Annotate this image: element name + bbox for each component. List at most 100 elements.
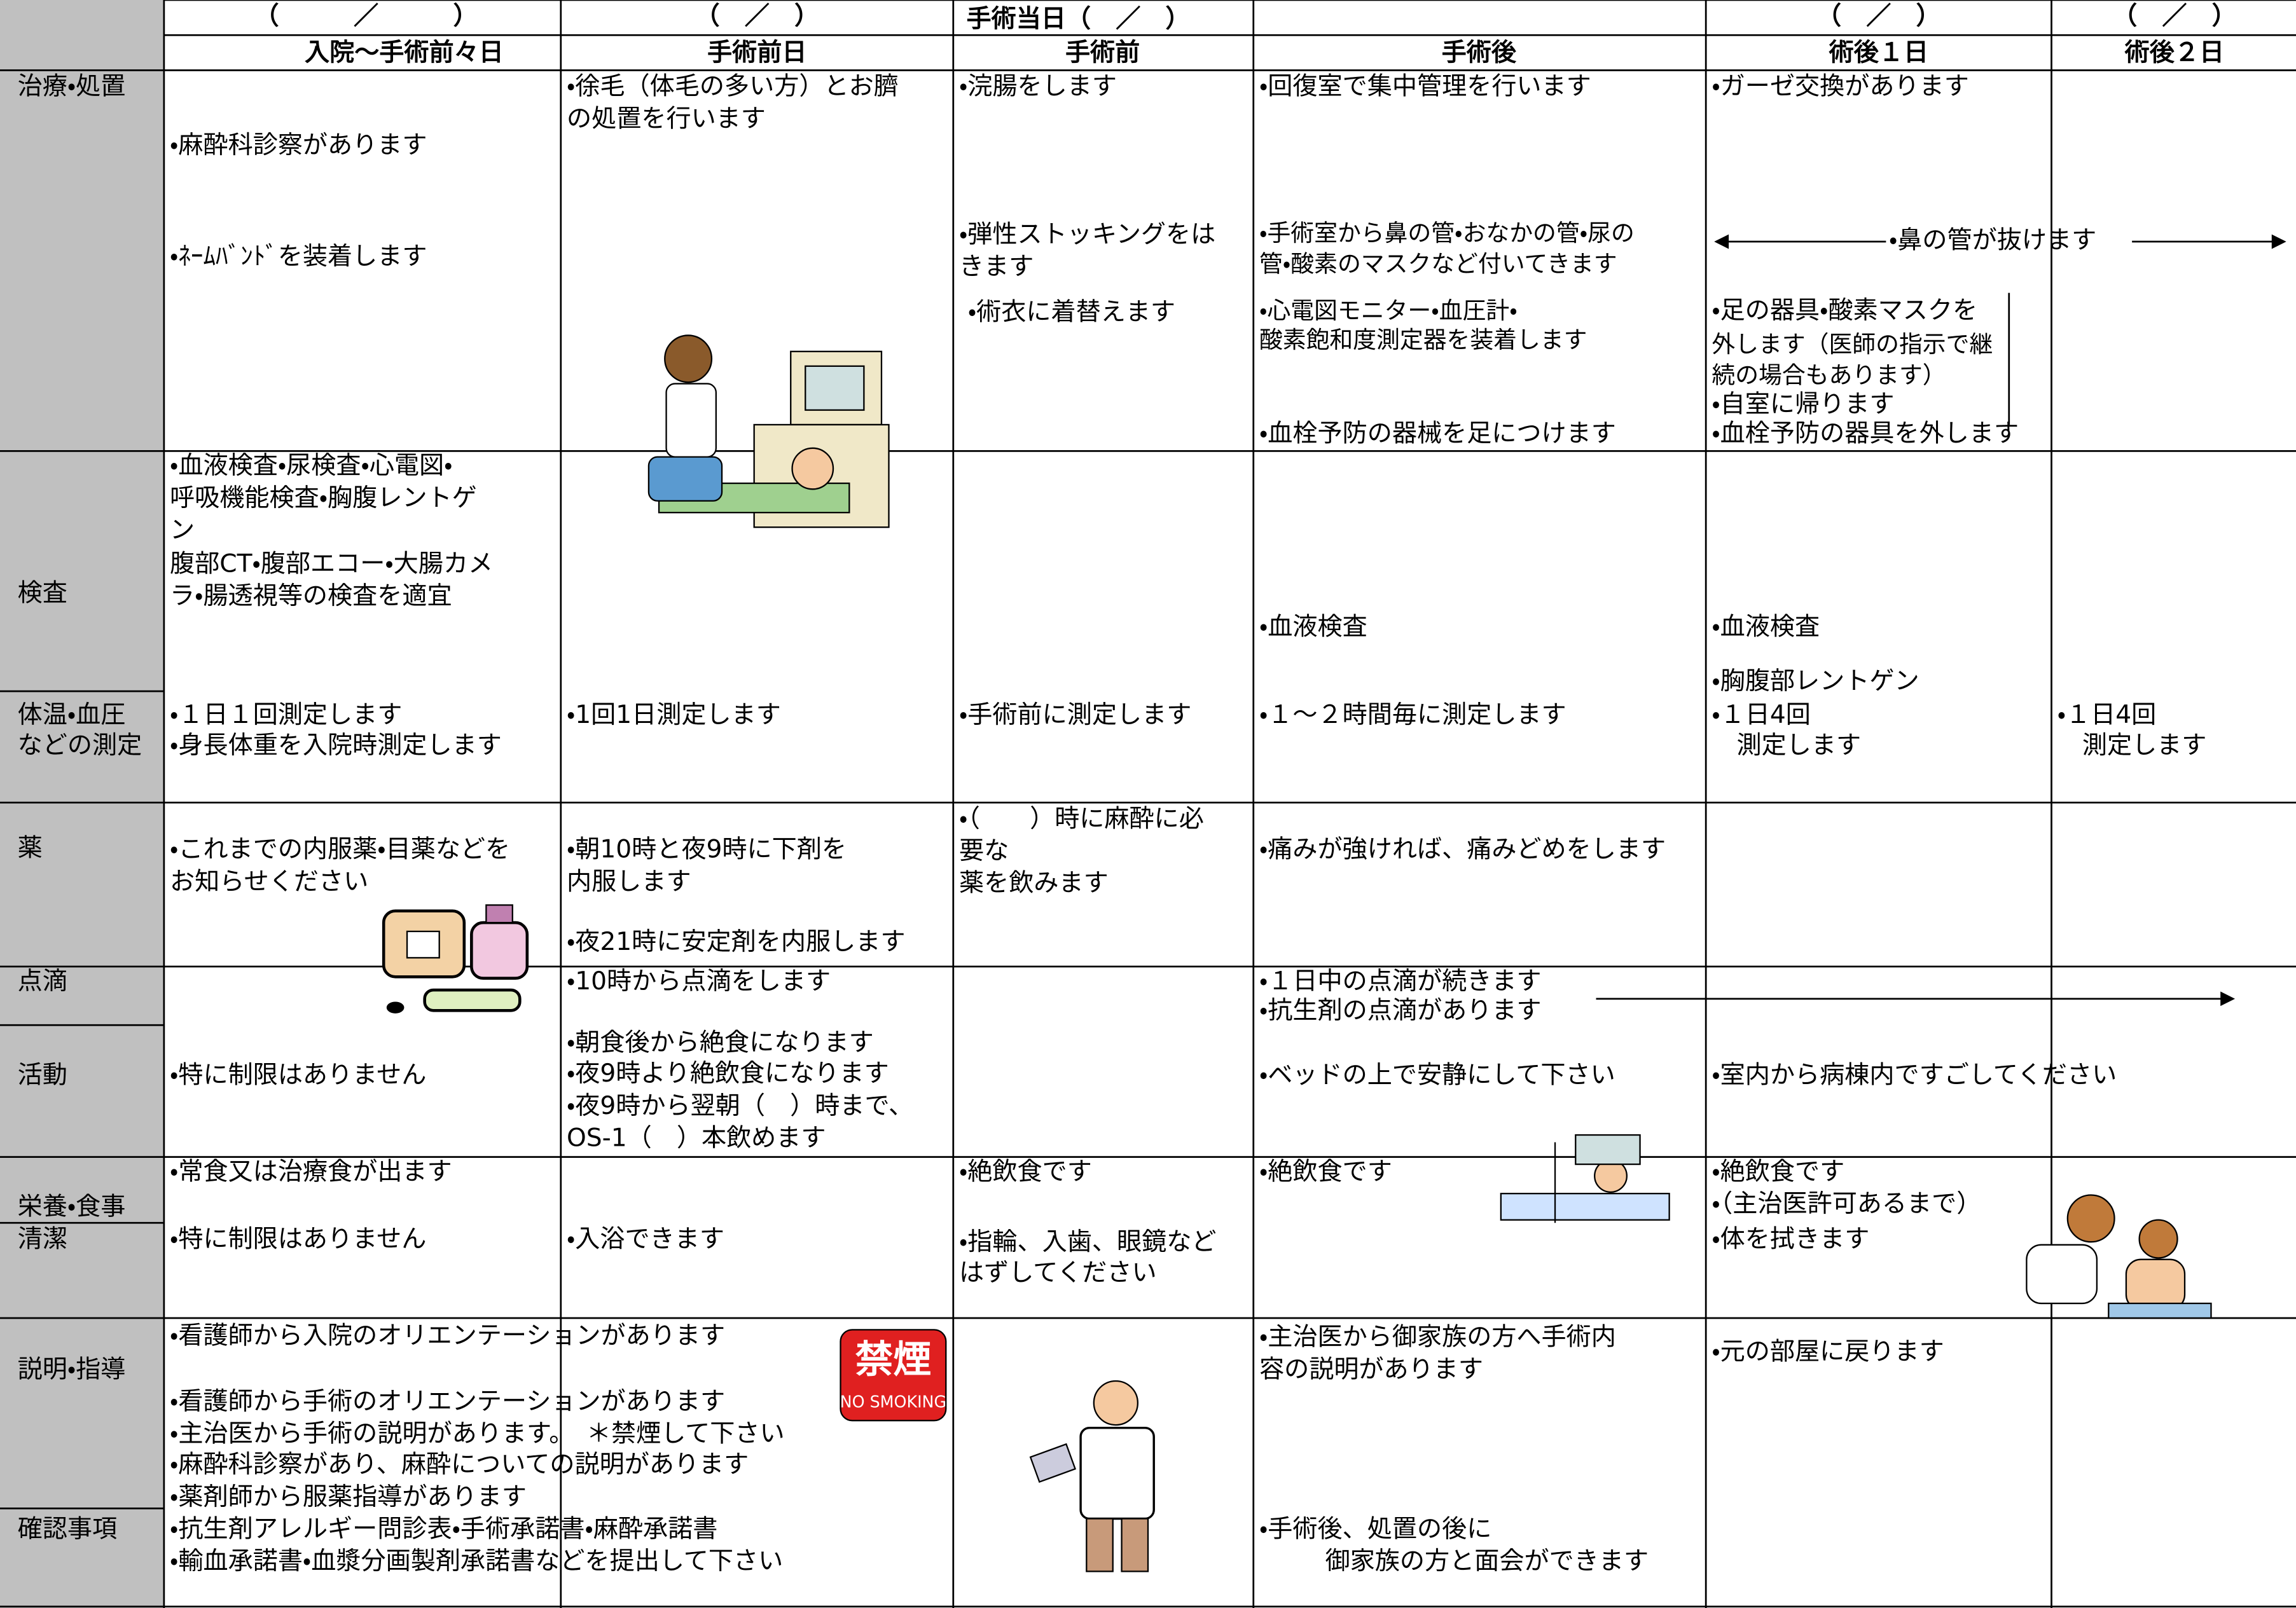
cell-text: ・特に制限はありません (170, 1061, 426, 1089)
cell-text: ・痛みが強ければ、痛みどめをします (1259, 835, 1666, 864)
sign-subtitle: NO SMOKING (840, 1392, 946, 1412)
cell-text: ・特に制限はありません (170, 1225, 426, 1253)
leg (1086, 1518, 1114, 1572)
label-column (0, 0, 164, 1608)
cell-text: ・血栓予防の器械を足につけます (1259, 420, 1616, 448)
leg (1121, 1518, 1149, 1572)
cell-text: ・術衣に着替えます (968, 298, 1175, 326)
cell-text: ・鼻の管が抜けます (1889, 226, 2096, 255)
cell-text: ・１日4回 (2057, 701, 2157, 729)
cell-text: ・体を拭きます (1712, 1225, 1869, 1253)
header-column: 術後１日 (1829, 39, 1928, 67)
cell-text: はずしてください (959, 1258, 1157, 1287)
cell-text: ・絶飲食です (1712, 1157, 1844, 1186)
cell-text: 内服します (567, 867, 691, 896)
cell-text: ・（ ）時に麻酔に必 (959, 804, 1204, 833)
doctor-head (1093, 1380, 1139, 1426)
cell-text: ・１～２時間毎に測定します (1259, 701, 1566, 729)
row-label: 活動 (18, 1061, 67, 1089)
cell-text: ・胸腹部レントゲン (1712, 667, 1919, 696)
row-label: などの測定 (18, 731, 142, 760)
cell-text: ・ﾈｰﾑﾊﾞﾝﾄﾞを装着します (170, 242, 427, 271)
cell-text: ・10時から点滴をします (567, 967, 831, 996)
drop (386, 1001, 405, 1014)
clipboard (1029, 1443, 1077, 1483)
cell-text: ・常食又は治療食が出ます (170, 1157, 452, 1186)
label (406, 930, 440, 959)
cell-text: ・朝10時と夜9時に下剤を (567, 835, 847, 864)
nurse-body (665, 383, 717, 458)
nurse-body (2026, 1244, 2098, 1305)
cell-text: 外します（医師の指示で継 (1712, 331, 1993, 358)
cell-text: ・夜9時から翌朝（ ）時まで、 (567, 1092, 913, 1120)
cell-text: ・薬剤師から服薬指導があります (170, 1483, 527, 1511)
cell-text: ン (170, 516, 195, 545)
header-column: 手術後 (1442, 39, 1517, 67)
illustration-nurse-child (2026, 1194, 2212, 1319)
cell-text: 酸素飽和度測定器を装着します (1259, 326, 1587, 354)
cell-text: ・血液検査 (1712, 613, 1820, 642)
cell-text: お知らせください (170, 867, 368, 896)
cell-text: OS-1（ ）本飲めます (567, 1124, 826, 1152)
cell-text: ・弾性ストッキングをは (959, 220, 1215, 249)
illustration-medicine (382, 904, 529, 1014)
cell-text: ・血液検査・尿検査・心電図・ (170, 451, 452, 480)
sign-title: 禁煙 (855, 1338, 932, 1382)
cell-text: 要な (959, 837, 1009, 865)
cell-text: ・ガーゼ交換があります (1712, 72, 1968, 101)
cell-text: 容の説明があります (1259, 1355, 1483, 1384)
cell-text: 御家族の方と面会ができます (1325, 1547, 1649, 1576)
cell-text: ・１日4回 (1712, 701, 1811, 729)
cell-text: ・元の部屋に戻ります (1712, 1338, 1944, 1366)
cell-text: ・徐毛（体毛の多い方）とお臍 (567, 72, 899, 101)
screen (805, 365, 865, 411)
doctor-coat (1079, 1426, 1155, 1520)
cell-text: ・夜9時より絶飲食になります (567, 1059, 889, 1088)
patient-head (791, 447, 834, 490)
cell-text: ・指輪、入歯、眼鏡など (959, 1228, 1216, 1256)
cell-text: 薬を飲みます (959, 869, 1109, 898)
cell-text: 腹部CT・腹部エコー・大腸カメ (170, 550, 493, 579)
header-column: 手術前 (1065, 39, 1140, 67)
cell-text: の処置を行います (567, 104, 766, 133)
cell-text: 測定します (1712, 731, 1861, 760)
illustration-doctor (1029, 1380, 1155, 1572)
towel (2108, 1302, 2212, 1319)
cell-text: ・回復室で集中管理を行います (1259, 72, 1591, 101)
cell-text: ・1回1日測定します (567, 701, 781, 729)
cell-text: ・看護師から手術のオリエンテーションがあります (170, 1387, 725, 1416)
cell-text: ・ベッドの上で安静にして下さい (1259, 1061, 1615, 1089)
cell-text: ・（主治医許可あるまで） (1712, 1190, 1981, 1218)
row-label: 点滴 (18, 967, 67, 996)
cell-text: 管・酸素のマスクなど付いてきます (1259, 250, 1617, 277)
cell-text: ・輸血承諾書・血漿分画製剤承諾書などを提出して下さい (170, 1547, 783, 1576)
sign-plate (840, 1329, 947, 1422)
cell-text: ・絶飲食です (959, 1157, 1092, 1186)
header-date: （ ／ ） (695, 2, 819, 31)
illustration-bed (1500, 1134, 1670, 1223)
cell-text: ・１日１回測定します (170, 701, 402, 729)
cell-text: ・浣腸をします (959, 72, 1117, 101)
cap (485, 904, 513, 924)
cell-text: きます (959, 252, 1034, 281)
row-label: 栄養・食事 (18, 1193, 126, 1221)
cell-text: ・抗生剤の点滴があります (1259, 996, 1542, 1025)
nurse-skirt (647, 456, 723, 502)
cell-text: 続の場合もあります） (1712, 361, 1946, 388)
cell-text: ・抗生剤アレルギー問診表・手術承諾書・麻酔承諾書 (170, 1515, 717, 1543)
cell-text: ・これまでの内服薬・目薬などを (170, 835, 510, 864)
cell-text: 測定します (2057, 731, 2207, 760)
row-label: 薬 (18, 834, 43, 862)
monitor (1575, 1134, 1641, 1165)
header-date: （ ／ ） (254, 2, 478, 31)
row-label: 体温・血圧 (18, 701, 126, 729)
header-column: 手術前日 (707, 39, 806, 67)
no-smoking-sign: 禁煙 NO SMOKING (840, 1329, 947, 1422)
arrow-head (1714, 234, 2286, 249)
nurse-head (664, 334, 713, 383)
cell-text: ・身長体重を入院時測定します (170, 731, 502, 760)
header-column: 入院～手術前々日 (305, 39, 504, 67)
